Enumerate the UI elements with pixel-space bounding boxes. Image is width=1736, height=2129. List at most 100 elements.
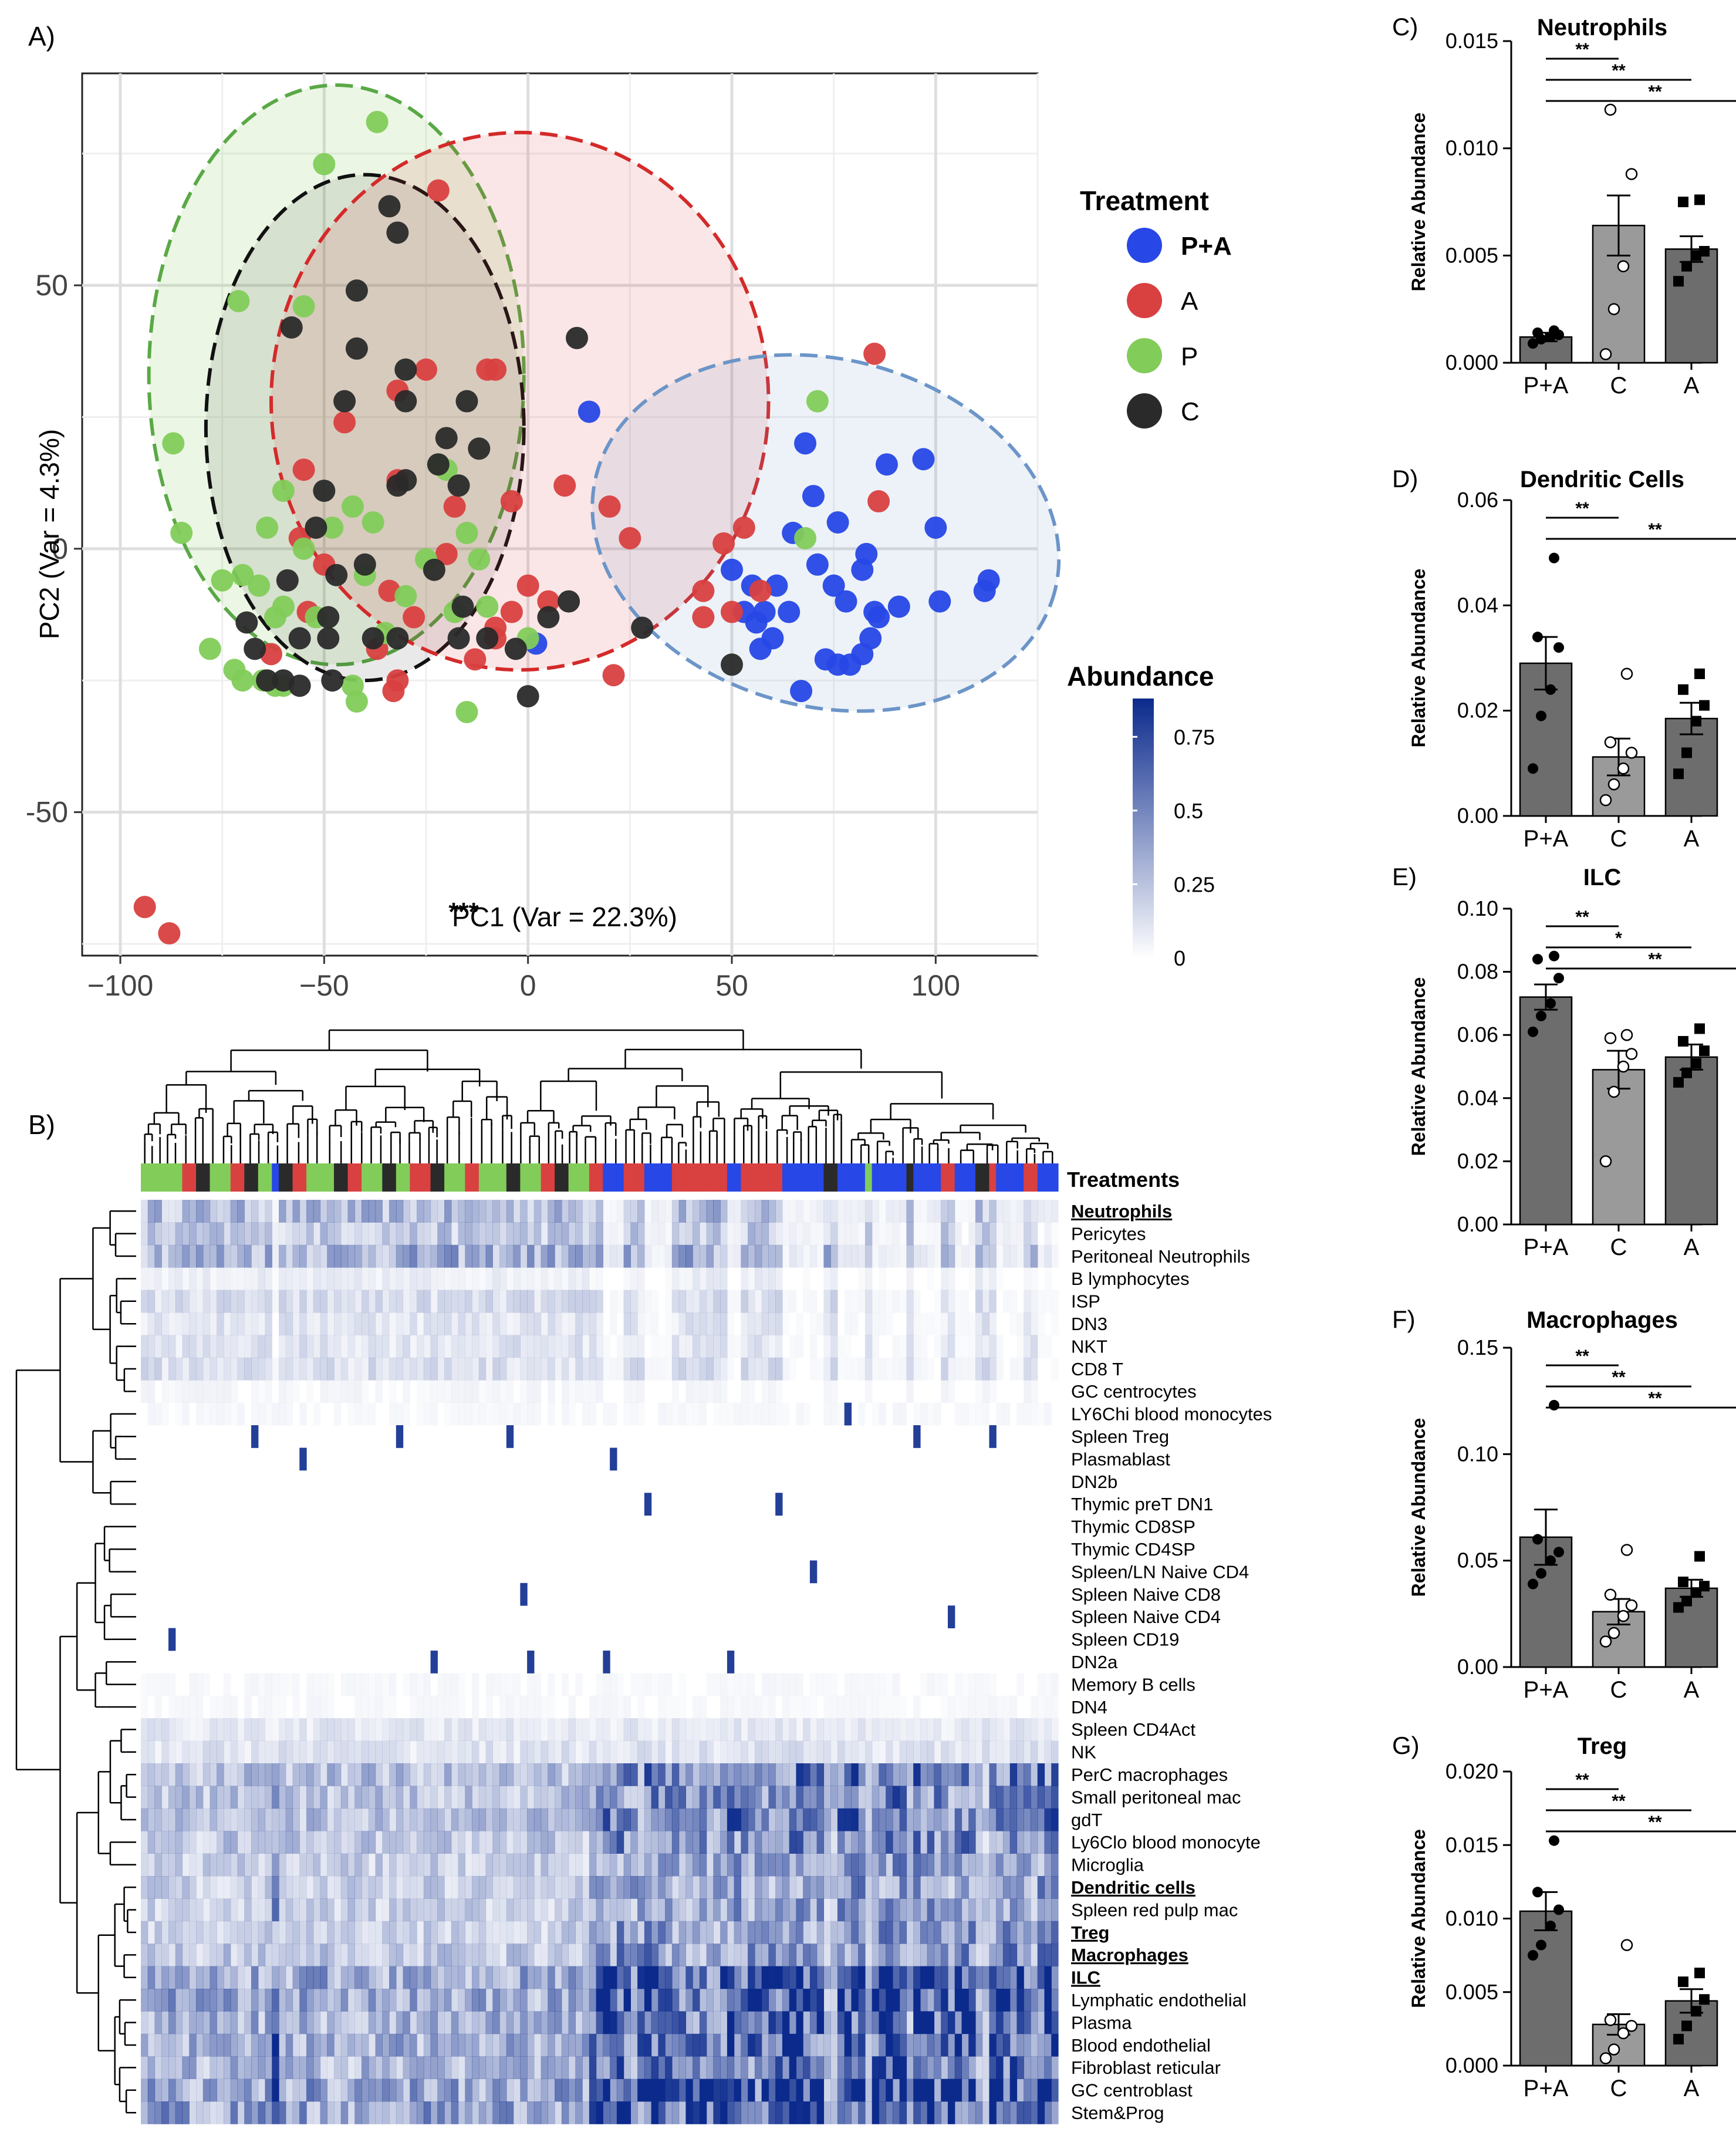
heatmap-cell bbox=[803, 1245, 810, 1268]
heatmap-cell bbox=[961, 1673, 968, 1696]
heatmap-cell bbox=[182, 1267, 190, 1290]
heatmap-cell bbox=[727, 1718, 735, 1741]
heatmap-cell bbox=[375, 1944, 383, 1966]
heatmap-cell bbox=[630, 1357, 638, 1381]
heatmap-cell bbox=[996, 1718, 1004, 1741]
heatmap-cell bbox=[348, 1403, 355, 1426]
heatmap-cell bbox=[224, 2101, 231, 2124]
heatmap-cell bbox=[927, 1921, 935, 1944]
heatmap-cell bbox=[1024, 2101, 1031, 2124]
heatmap-cell bbox=[741, 1876, 748, 1899]
heatmap-cell bbox=[424, 1696, 431, 1719]
bar-point-filled-square bbox=[1699, 700, 1710, 711]
heatmap-cell bbox=[548, 1357, 555, 1381]
panel-a-label: A) bbox=[28, 21, 55, 52]
heatmap-cell bbox=[202, 1313, 211, 1335]
heatmap-cell bbox=[375, 1786, 383, 1809]
heatmap-cell bbox=[292, 1808, 300, 1831]
heatmap-cell bbox=[189, 1290, 197, 1313]
heatmap-cell bbox=[492, 1244, 500, 1268]
heatmap-cell bbox=[913, 1403, 920, 1426]
heatmap-cell bbox=[141, 1740, 148, 1764]
heatmap-cell bbox=[375, 2033, 383, 2057]
heatmap-cell bbox=[1051, 2101, 1059, 2124]
heatmap-cell bbox=[603, 1403, 610, 1426]
heatmap-cell bbox=[154, 1402, 162, 1426]
heatmap-cell bbox=[713, 1831, 721, 1854]
heatmap-cell bbox=[347, 1921, 355, 1944]
heatmap-cell bbox=[589, 1831, 597, 1854]
heatmap-cell bbox=[961, 2033, 969, 2057]
heatmap-cell bbox=[961, 1244, 969, 1268]
heatmap-cell bbox=[934, 1200, 941, 1223]
heatmap-cell bbox=[823, 2101, 831, 2124]
heatmap-cell bbox=[754, 1290, 762, 1313]
heatmap-cell bbox=[561, 1831, 569, 1854]
heatmap-cell bbox=[423, 2011, 431, 2034]
heatmap-cell bbox=[879, 2011, 886, 2034]
heatmap-cell bbox=[382, 2079, 390, 2102]
heatmap-row-label: LY6Chi blood monocytes bbox=[1071, 1404, 1272, 1425]
heatmap-cell bbox=[237, 1200, 245, 1223]
heatmap-cell bbox=[548, 1313, 555, 1335]
heatmap-cell bbox=[230, 2011, 238, 2034]
heatmap-cell bbox=[851, 1808, 859, 1831]
heatmap-cell bbox=[217, 1244, 224, 1268]
heatmap-cell bbox=[637, 1718, 645, 1741]
heatmap-cell bbox=[858, 2033, 866, 2057]
heatmap-cell bbox=[533, 1402, 542, 1426]
heatmap-cell bbox=[182, 1313, 190, 1335]
heatmap-cell bbox=[258, 1763, 266, 1786]
heatmap-cell bbox=[651, 1786, 658, 1809]
heatmap-cell bbox=[217, 1380, 224, 1403]
heatmap-cell bbox=[368, 2079, 376, 2102]
heatmap-cell bbox=[693, 1876, 700, 1899]
heatmap-cell bbox=[410, 1673, 417, 1696]
heatmap-cell bbox=[568, 1853, 576, 1877]
heatmap-cell bbox=[382, 1808, 390, 1831]
heatmap-cell bbox=[954, 1222, 962, 1246]
heatmap-cell bbox=[1009, 2056, 1018, 2079]
heatmap-cell bbox=[864, 2033, 873, 2057]
heatmap-cell bbox=[1016, 2011, 1024, 2034]
heatmap-cell bbox=[1002, 2079, 1011, 2102]
heatmap-cell bbox=[713, 1313, 721, 1335]
heatmap-cell bbox=[396, 1921, 404, 1944]
heatmap-cell bbox=[362, 1718, 369, 1741]
heatmap-cell bbox=[492, 1380, 500, 1403]
heatmap-cell bbox=[1044, 1696, 1051, 1719]
heatmap-cell bbox=[168, 1244, 176, 1268]
pca-point-pa bbox=[577, 400, 600, 423]
heatmap-cell bbox=[513, 2033, 521, 2057]
heatmap-cell bbox=[934, 1966, 941, 1989]
treatment-bar-cell-a bbox=[189, 1163, 197, 1192]
pca-point-p bbox=[292, 295, 315, 318]
heatmap-cell bbox=[465, 1853, 472, 1877]
treatment-bar-cell-p bbox=[458, 1163, 465, 1192]
heatmap-cell bbox=[596, 1335, 603, 1358]
heatmap-cell bbox=[520, 1786, 528, 1809]
heatmap-cell bbox=[548, 1267, 555, 1290]
heatmap-cell bbox=[982, 1335, 990, 1358]
heatmap-cell bbox=[458, 1335, 465, 1358]
heatmap-cell bbox=[693, 1380, 700, 1403]
heatmap-cell bbox=[754, 1786, 762, 1809]
bar-x-tick-label: C bbox=[1610, 1234, 1627, 1260]
heatmap-cell bbox=[989, 2101, 997, 2124]
heatmap-cell bbox=[306, 1718, 313, 1741]
heatmap-cell bbox=[623, 1200, 631, 1223]
heatmap-cell bbox=[996, 2033, 1004, 2057]
heatmap-cell bbox=[141, 2033, 148, 2057]
heatmap-cell bbox=[699, 1831, 707, 1854]
heatmap-cell bbox=[1044, 1267, 1051, 1290]
heatmap-cell bbox=[865, 1696, 872, 1719]
heatmap-cell bbox=[478, 1808, 487, 1831]
heatmap-cell bbox=[678, 1290, 686, 1313]
heatmap-cell bbox=[823, 1403, 830, 1426]
heatmap-cell bbox=[589, 1267, 596, 1290]
heatmap-cell bbox=[423, 1966, 431, 1989]
heatmap-cell bbox=[685, 1989, 693, 2012]
heatmap-cell bbox=[830, 1763, 838, 1786]
bar-point-open-circle bbox=[1617, 1060, 1630, 1073]
heatmap-cell bbox=[982, 2056, 990, 2079]
